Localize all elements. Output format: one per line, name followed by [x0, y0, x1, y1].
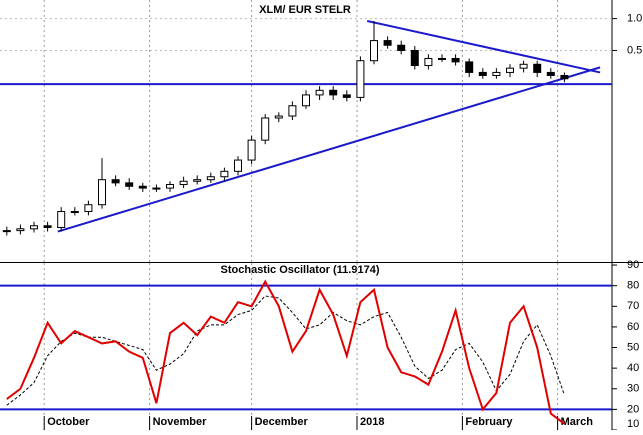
candle-body — [356, 60, 365, 98]
candle-body — [84, 204, 93, 213]
candle-body — [206, 176, 215, 181]
x-tick-label: March — [561, 416, 594, 428]
y-tick-label: 10 — [627, 418, 639, 430]
x-tick-label: November — [153, 416, 208, 428]
trend-line — [366, 20, 601, 74]
candle-body — [274, 115, 283, 119]
candle-body — [465, 61, 474, 73]
candle-body — [315, 89, 324, 96]
y-tick-label: 70 — [627, 300, 639, 312]
candle-body — [492, 71, 501, 76]
candle-body — [138, 185, 147, 189]
candle-body — [478, 71, 487, 76]
chart-title: XLM/ EUR STELR — [259, 4, 351, 16]
oscillator-title: Stochastic Oscillator (11.9174) — [221, 264, 380, 276]
y-tick-label: 60 — [627, 321, 639, 333]
candle-body — [220, 170, 229, 178]
candle-body — [57, 211, 66, 228]
y-tick-label: 20 — [627, 403, 639, 415]
y-tick-label: 50 — [627, 341, 639, 353]
x-tick-label: December — [255, 416, 309, 428]
candle-body — [111, 179, 120, 184]
candle-body — [152, 187, 161, 190]
candle-body — [98, 179, 106, 206]
trend-line — [57, 66, 601, 233]
candle-body — [288, 105, 297, 117]
y-tick-label: 1.0 — [627, 13, 642, 25]
candle-body — [166, 184, 174, 189]
y-tick-label: 0.5 — [627, 44, 642, 56]
y-tick-label: 80 — [627, 280, 639, 292]
candle-body — [329, 89, 338, 96]
candle-body — [451, 57, 460, 63]
candle-body — [424, 57, 433, 67]
candle-body — [519, 63, 528, 69]
y-tick-label: 30 — [627, 383, 639, 395]
candle-body — [506, 67, 514, 73]
candle-body — [247, 139, 256, 161]
candle-body — [410, 49, 419, 67]
candle-body — [383, 40, 392, 46]
candle-body — [370, 40, 378, 62]
candle-body — [179, 180, 188, 186]
candle-body — [234, 159, 242, 172]
candle-body — [533, 63, 542, 73]
candle-body — [125, 182, 134, 187]
candle-body — [70, 211, 79, 214]
candle-body — [16, 228, 25, 232]
x-tick-label: 2018 — [360, 416, 384, 428]
candle-body — [397, 44, 406, 51]
x-tick-label: February — [465, 416, 513, 428]
candle-body — [560, 74, 569, 80]
oscillator-line — [6, 279, 566, 425]
candle-body — [342, 94, 351, 98]
y-tick-label: 90 — [627, 259, 639, 271]
candle-body — [193, 179, 202, 182]
candle-body — [546, 71, 555, 76]
candle-body — [30, 225, 38, 230]
x-tick-label: October — [47, 416, 90, 428]
candle-body — [2, 230, 11, 233]
oscillator-line — [6, 295, 565, 406]
candle-body — [438, 57, 446, 60]
candle-body — [43, 225, 52, 228]
candle-body — [302, 94, 310, 107]
y-tick-label: 40 — [627, 362, 639, 374]
candle-body — [261, 117, 270, 141]
